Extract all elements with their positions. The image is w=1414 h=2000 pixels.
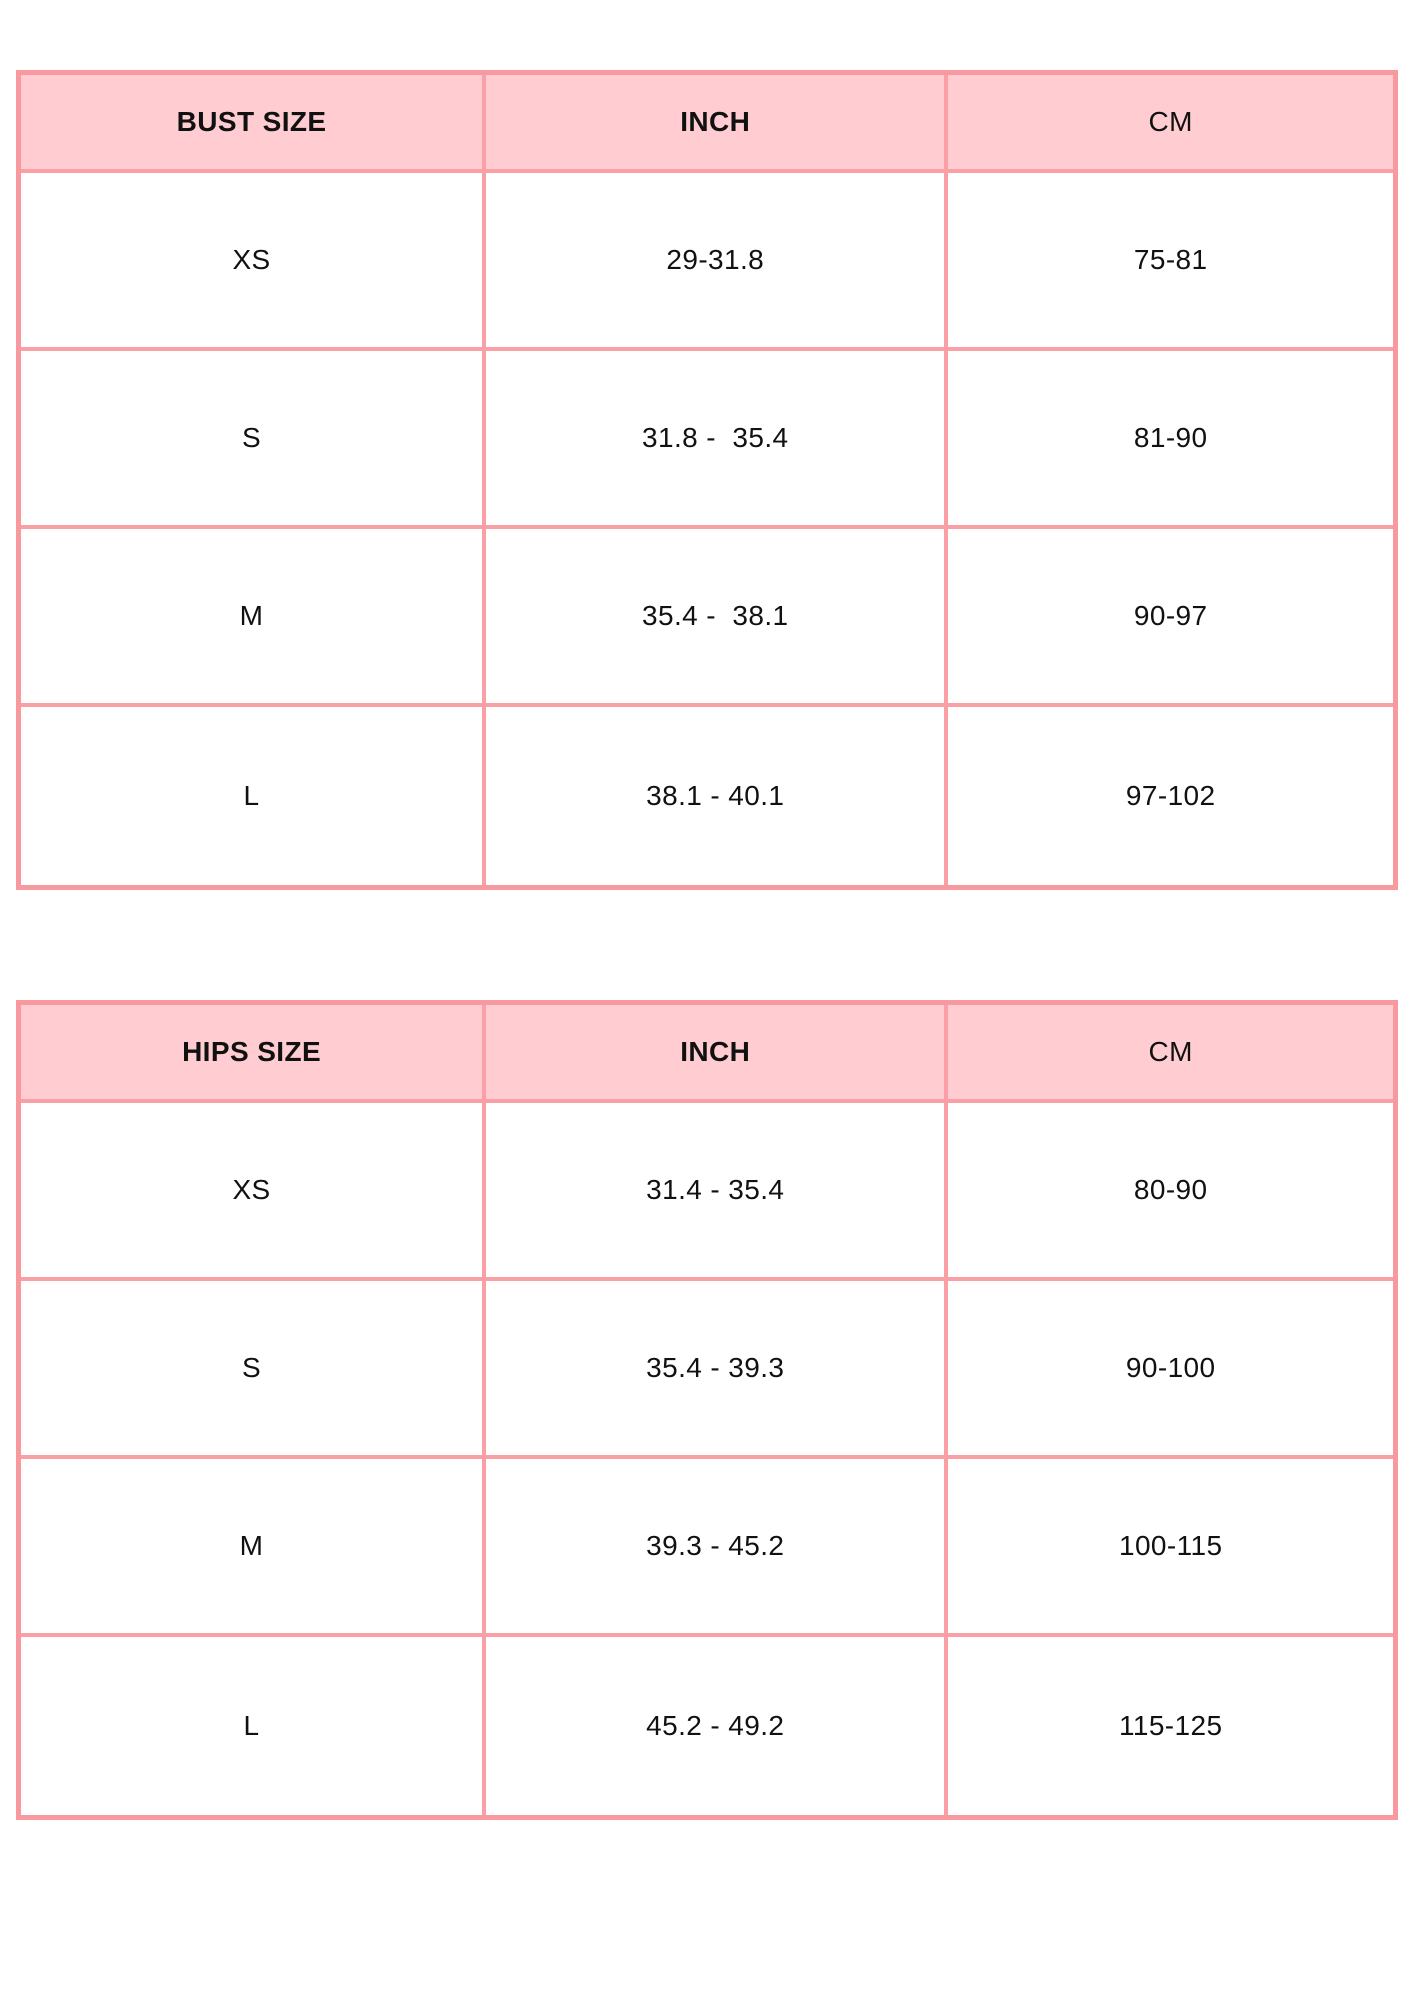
bust-column-header-inch: INCH (486, 75, 949, 173)
bust-m-size-cell: M (21, 529, 487, 707)
hips-xs-inch-cell: 31.4 - 35.4 (486, 1103, 949, 1281)
bust-column-header-cm: CM (948, 75, 1393, 173)
hips-s-inch-cell: 35.4 - 39.3 (486, 1281, 949, 1459)
bust-l-size-cell: L (21, 707, 487, 885)
hips-m-inch-cell: 39.3 - 45.2 (486, 1459, 949, 1637)
hips-l-inch-cell: 45.2 - 49.2 (486, 1637, 949, 1815)
hips-xs-cm-cell: 80-90 (948, 1103, 1393, 1281)
bust-l-cm-cell: 97-102 (948, 707, 1393, 885)
bust-m-inch-cell: 35.4 - 38.1 (486, 529, 949, 707)
hips-size-table: HIPS SIZE INCH CM XS 31.4 - 35.4 80-90 S… (16, 1000, 1398, 1820)
bust-xs-inch-cell: 29-31.8 (486, 173, 949, 351)
bust-s-inch-cell: 31.8 - 35.4 (486, 351, 949, 529)
hips-column-header-cm: CM (948, 1005, 1393, 1103)
hips-m-cm-cell: 100-115 (948, 1459, 1393, 1637)
bust-xs-cm-cell: 75-81 (948, 173, 1393, 351)
hips-s-size-cell: S (21, 1281, 487, 1459)
bust-s-cm-cell: 81-90 (948, 351, 1393, 529)
hips-s-cm-cell: 90-100 (948, 1281, 1393, 1459)
bust-m-cm-cell: 90-97 (948, 529, 1393, 707)
hips-l-cm-cell: 115-125 (948, 1637, 1393, 1815)
bust-s-size-cell: S (21, 351, 487, 529)
hips-column-header-inch: INCH (486, 1005, 949, 1103)
hips-xs-size-cell: XS (21, 1103, 487, 1281)
bust-size-table: BUST SIZE INCH CM XS 29-31.8 75-81 S 31.… (16, 70, 1398, 890)
hips-m-size-cell: M (21, 1459, 487, 1637)
bust-column-header-size: BUST SIZE (21, 75, 487, 173)
bust-xs-size-cell: XS (21, 173, 487, 351)
bust-l-inch-cell: 38.1 - 40.1 (486, 707, 949, 885)
hips-column-header-size: HIPS SIZE (21, 1005, 487, 1103)
hips-l-size-cell: L (21, 1637, 487, 1815)
